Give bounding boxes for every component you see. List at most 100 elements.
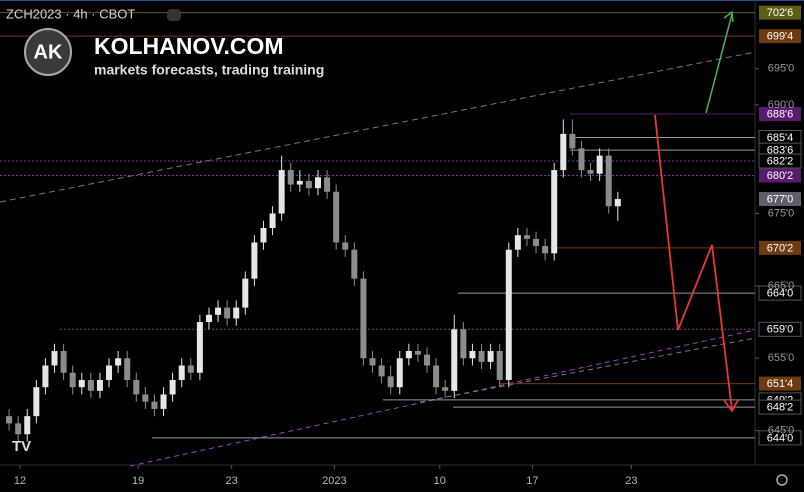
y-tick-label: 665'0 (768, 280, 795, 292)
price-badge-label: 659'0 (767, 324, 794, 336)
forecast-arrow (654, 114, 733, 411)
price-badge (759, 168, 801, 183)
candle-body (324, 177, 331, 192)
chart-title: ZCH2023 · 4h · CBOT (6, 6, 135, 21)
candle-body (269, 213, 276, 228)
candle-body (187, 365, 194, 373)
x-tick-label: 17 (526, 475, 538, 487)
watermark: KOLHANOV.COM (94, 33, 284, 59)
y-tick-label: 655'0 (768, 352, 795, 364)
collapse-button[interactable] (167, 9, 181, 21)
candle-body (15, 423, 22, 435)
candle-body (6, 416, 13, 424)
candle-body (396, 358, 403, 388)
candle-body (233, 307, 240, 319)
candle-body (242, 278, 249, 308)
y-tick-label: 690'0 (768, 99, 795, 111)
candle-body (87, 379, 94, 391)
candle-body (533, 238, 540, 247)
candle-body (96, 379, 103, 391)
candle-body (51, 351, 58, 366)
candle-body (42, 365, 49, 388)
candle-body (451, 329, 458, 391)
forecast-arrow (705, 13, 733, 114)
candle-body (342, 242, 349, 250)
price-badge (758, 399, 802, 415)
arrow-head (723, 10, 734, 23)
candle-body (560, 133, 567, 171)
y-tick-label: 675'0 (768, 207, 795, 219)
y-tick-label: 695'0 (768, 63, 795, 75)
price-badge (758, 430, 802, 446)
candle-body (305, 180, 312, 189)
price-badge-label: 685'4 (767, 132, 794, 144)
candle-body (169, 379, 176, 395)
candle-body (260, 227, 267, 243)
candle-body (106, 365, 113, 380)
price-badge (759, 376, 801, 391)
candle-body (24, 416, 31, 435)
x-tick-label: 12 (14, 475, 26, 487)
candle-body (360, 278, 367, 359)
candle-body (569, 133, 576, 149)
price-badge-label: 648'2 (767, 402, 794, 414)
candle-body (496, 351, 503, 380)
candle-body (78, 379, 85, 388)
candle-body (487, 351, 494, 362)
candle-body (605, 155, 612, 207)
price-badge-label: 702'6 (767, 7, 794, 19)
candle-body (196, 322, 203, 373)
trend-line (0, 51, 756, 203)
candle-body (278, 170, 285, 214)
candle-body (378, 365, 385, 377)
logo-text: AK (34, 41, 63, 63)
x-tick-label: 23 (226, 475, 238, 487)
candle-body (215, 307, 222, 315)
candle-body (178, 365, 185, 380)
candle-body (296, 180, 303, 185)
candle-body (523, 235, 530, 239)
candle-body (614, 199, 621, 207)
candle-body (514, 235, 521, 250)
price-badge (759, 29, 801, 44)
levels: 702'6699'4688'6685'4683'6682'2680'2677'0… (0, 5, 802, 446)
candle-body (405, 351, 412, 359)
candle-body (460, 329, 467, 359)
candle-body (414, 351, 421, 355)
candle-body (333, 191, 340, 243)
price-badge-label: 664'0 (767, 288, 794, 300)
candle-body (542, 246, 549, 254)
candle-body (60, 351, 67, 373)
price-badge-label: 680'2 (767, 170, 794, 182)
candle-body (578, 148, 585, 171)
trend-line (419, 337, 756, 403)
price-badge-label: 644'0 (767, 432, 794, 444)
candle-body (424, 354, 431, 366)
candle-body (469, 351, 476, 359)
candle-body (133, 379, 140, 395)
candle-body (124, 358, 131, 380)
price-badge (758, 153, 802, 169)
price-badge (759, 5, 801, 20)
candle-body (160, 394, 167, 409)
price-badge (758, 321, 802, 337)
price-badge (759, 240, 801, 255)
candle-body (33, 387, 40, 417)
candle-body (587, 170, 594, 174)
price-badge-label: 670'2 (767, 242, 794, 254)
candle-body (287, 170, 294, 185)
candle-body (551, 170, 558, 254)
logo (24, 28, 72, 76)
candle-body (442, 387, 449, 391)
price-badge-label: 677'0 (767, 193, 794, 205)
x-tick-label: 19 (132, 475, 144, 487)
price-badge-label: 699'4 (767, 31, 794, 43)
settings-button[interactable] (776, 474, 788, 486)
candle-body (505, 249, 512, 380)
candle-body (369, 358, 376, 366)
watermark-sub: markets forecasts, trading training (94, 62, 324, 78)
price-badge-label: 688'6 (767, 108, 794, 120)
candle-body (69, 372, 76, 388)
